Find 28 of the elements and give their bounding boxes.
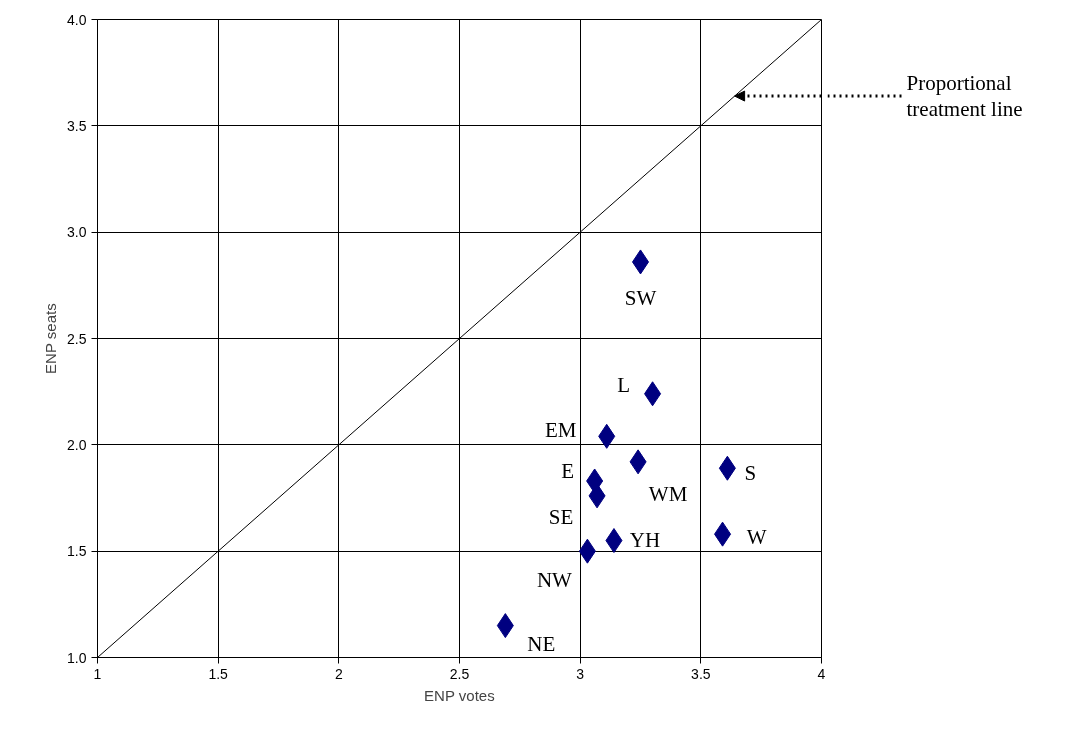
y-tick-label: 2.0 bbox=[67, 436, 87, 453]
annotation: YH bbox=[629, 527, 661, 552]
y-axis-title: ENP seats bbox=[42, 303, 60, 374]
x-axis-title: ENP votes bbox=[424, 686, 495, 704]
annotation: WM bbox=[648, 481, 688, 506]
x-tick-label: 2.5 bbox=[449, 665, 470, 682]
annotation: EM bbox=[544, 418, 577, 443]
annotation: NW bbox=[536, 568, 573, 593]
annotation: S bbox=[744, 461, 757, 486]
annotation: NE bbox=[527, 631, 556, 656]
x-tick-label: 1.5 bbox=[208, 665, 229, 682]
x-tick-label: 2 bbox=[334, 665, 343, 682]
y-tick-label: 2.5 bbox=[67, 330, 87, 347]
annotation: L bbox=[617, 372, 630, 397]
annotation: W bbox=[746, 525, 767, 550]
annotation: SE bbox=[548, 504, 574, 529]
y-tick-label: 3.5 bbox=[67, 117, 87, 134]
x-tick-label: 4 bbox=[817, 665, 826, 682]
annotation: SW bbox=[624, 285, 657, 310]
y-tick-label: 1.5 bbox=[67, 543, 87, 560]
x-tick-label: 3.5 bbox=[691, 665, 711, 682]
text: Proportional treatment line bbox=[906, 70, 1023, 122]
y-tick-label: 1.0 bbox=[67, 649, 87, 666]
x-tick-label: 1 bbox=[93, 665, 102, 682]
y-tick-label: 3.0 bbox=[67, 224, 87, 241]
annotation: E bbox=[561, 458, 575, 483]
x-tick-label: 3 bbox=[576, 665, 585, 682]
y-tick-label: 4.0 bbox=[67, 11, 87, 28]
